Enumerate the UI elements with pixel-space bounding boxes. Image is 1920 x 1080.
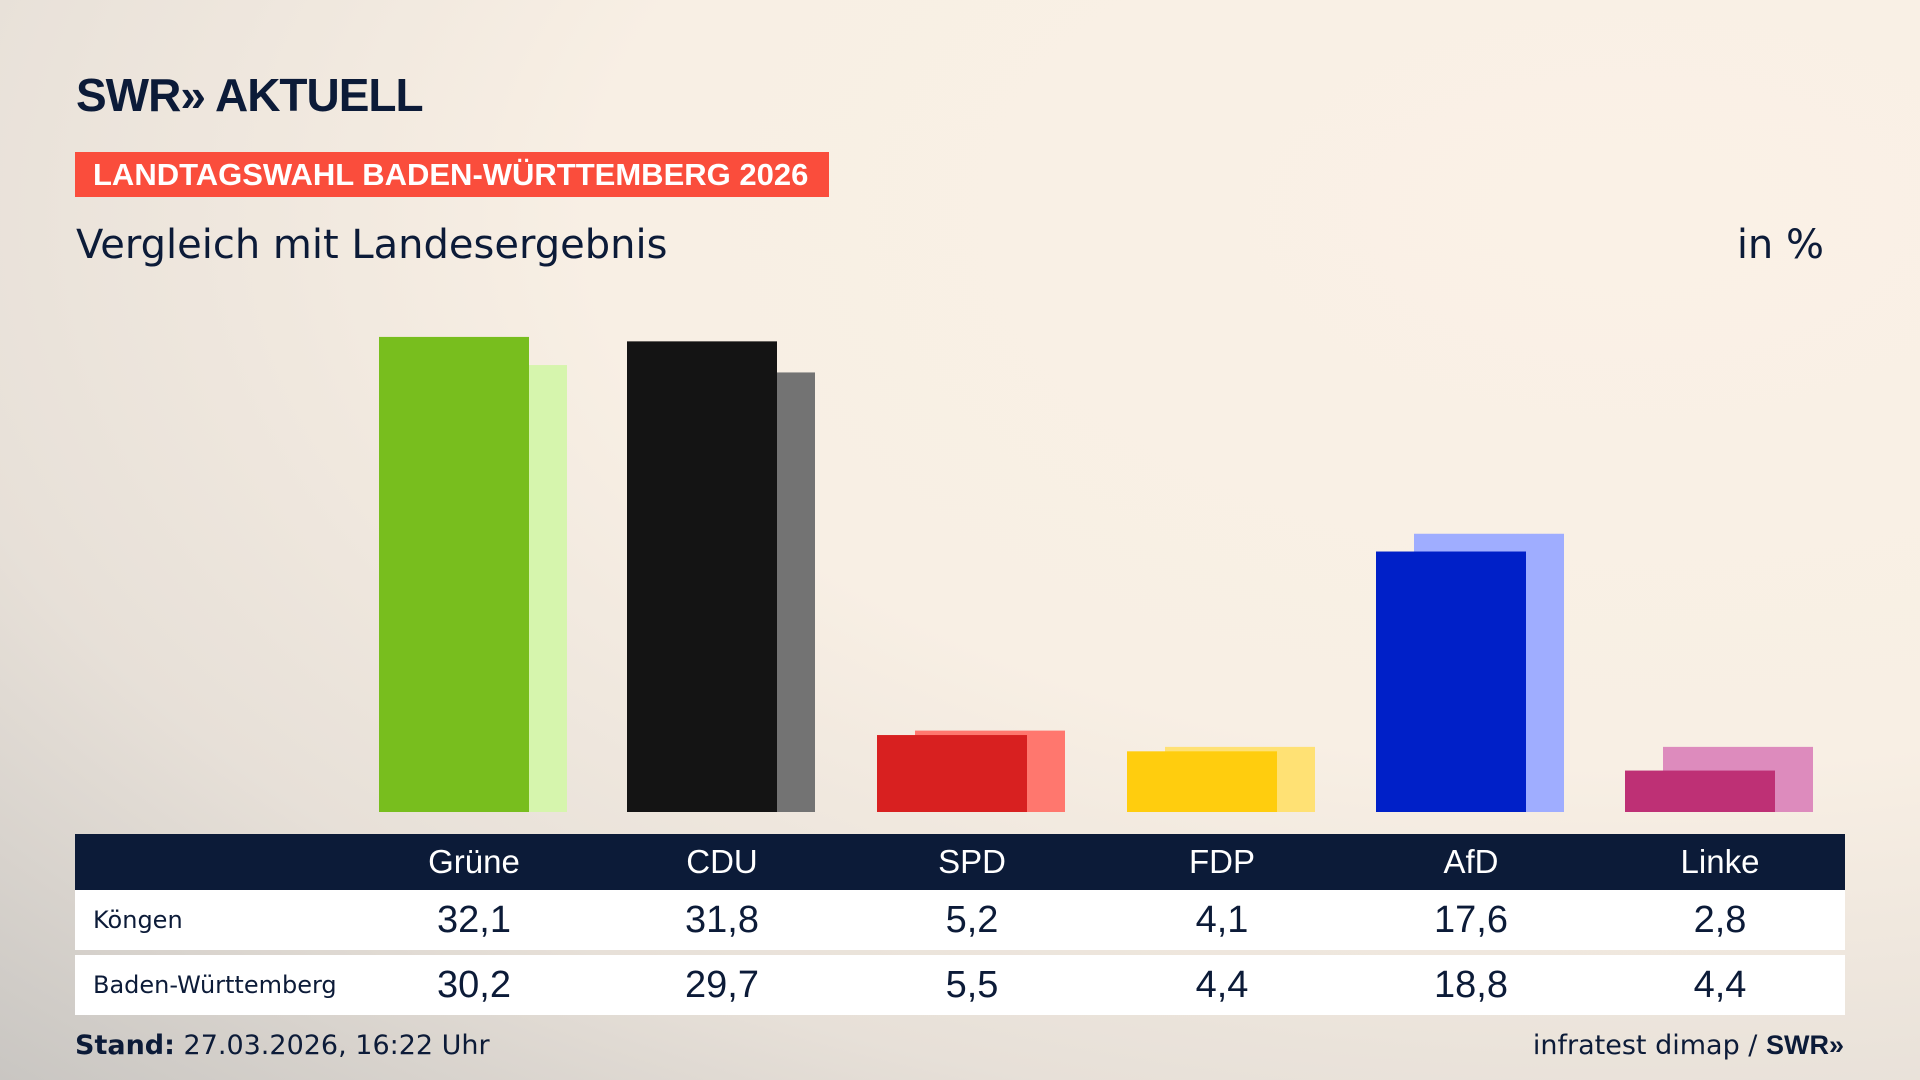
bar-koengen-grüne bbox=[379, 336, 529, 812]
stand-value: 27.03.2026, 16:22 Uhr bbox=[183, 1030, 490, 1061]
table-row: Köngen 32,1 31,8 5,2 4,1 17,6 2,8 bbox=[75, 890, 1845, 950]
value-cell: 32,1 bbox=[437, 899, 511, 941]
value-cell: 18,8 bbox=[1434, 964, 1508, 1006]
stand-label: Stand: bbox=[75, 1030, 175, 1061]
source-text: infratest dimap / bbox=[1532, 1030, 1766, 1061]
election-badge: LANDTAGSWAHL BADEN-WÜRTTEMBERG 2026 bbox=[75, 152, 829, 197]
value-cell: 4,4 bbox=[1693, 964, 1747, 1006]
value-cell: 17,6 bbox=[1434, 899, 1508, 941]
table-header: Grüne CDU SPD FDP AfD Linke bbox=[75, 834, 1845, 890]
bar-chart bbox=[379, 336, 1813, 812]
table-row: Baden-Württemberg 30,2 29,7 5,5 4,4 18,8 4,4 bbox=[75, 955, 1845, 1015]
timestamp: Stand: 27.03.2026, 16:22 Uhr bbox=[75, 1030, 490, 1061]
value-cell: 4,4 bbox=[1195, 964, 1249, 1006]
bar-koengen-afd bbox=[1376, 551, 1526, 812]
party-header: AfD bbox=[1443, 843, 1499, 880]
row-label: Baden-Württemberg bbox=[93, 971, 337, 999]
swr-small-logo: SWR» bbox=[1765, 1030, 1844, 1060]
party-header: SPD bbox=[938, 843, 1006, 880]
results-table: Grüne CDU SPD FDP AfD Linke Köngen 32,1 31,8 5,2… bbox=[75, 834, 1845, 1015]
unit-label: in % bbox=[1736, 222, 1824, 268]
value-cell: 5,5 bbox=[945, 964, 999, 1006]
value-cell: 5,2 bbox=[945, 899, 999, 941]
value-cell: 4,1 bbox=[1195, 899, 1249, 941]
value-cell: 31,8 bbox=[685, 899, 759, 941]
party-header: CDU bbox=[686, 843, 758, 880]
value-cell: 2,8 bbox=[1693, 899, 1747, 941]
swr-aktuell-logo: SWR» AKTUELL bbox=[76, 69, 424, 121]
value-cell: 30,2 bbox=[437, 964, 511, 1006]
party-header: Grüne bbox=[428, 843, 520, 880]
bar-koengen-cdu bbox=[627, 341, 777, 812]
chart-subtitle: Vergleich mit Landesergebnis bbox=[76, 222, 668, 268]
bar-koengen-spd bbox=[877, 735, 1027, 812]
party-header: FDP bbox=[1189, 843, 1255, 880]
bar-koengen-linke bbox=[1625, 770, 1775, 812]
bar-koengen-fdp bbox=[1127, 751, 1277, 812]
party-header: Linke bbox=[1680, 843, 1760, 880]
value-cell: 29,7 bbox=[685, 964, 759, 1006]
source: infratest dimap / SWR» bbox=[1533, 1030, 1844, 1061]
row-label: Köngen bbox=[93, 906, 183, 934]
